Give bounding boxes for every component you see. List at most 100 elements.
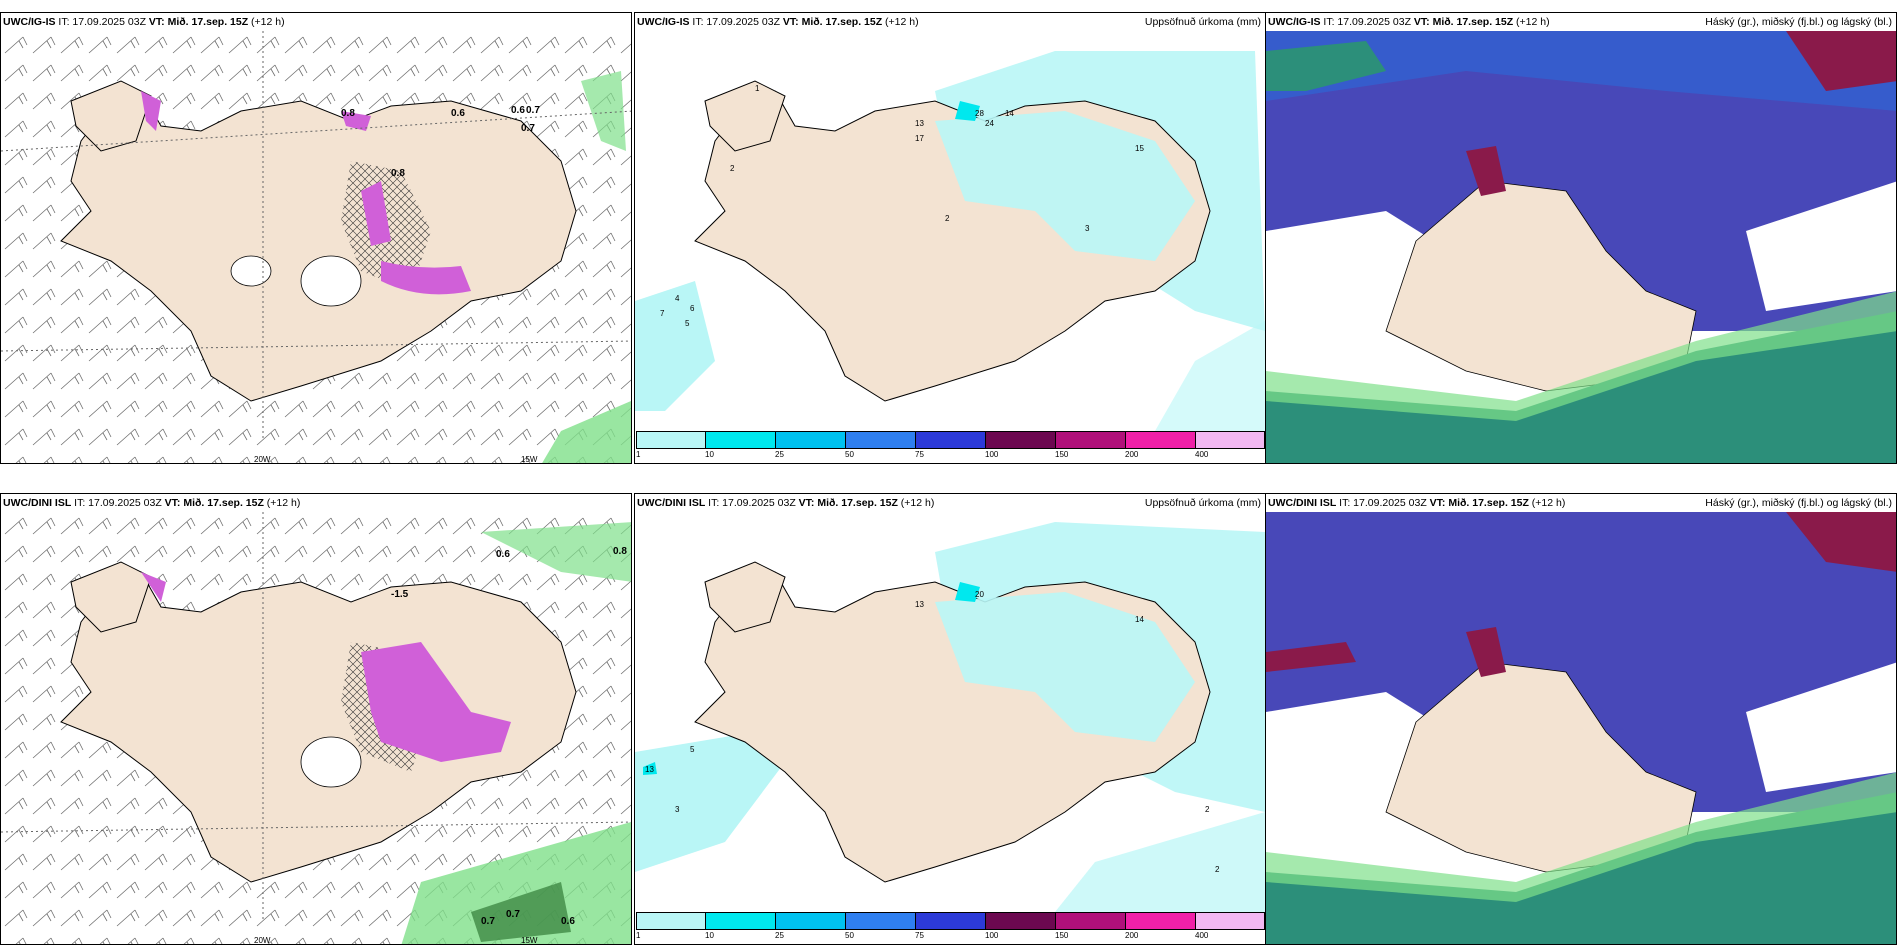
precip-map: 1 2 2 3 4 5 6 7 13 17 14 15 28 24 [635,31,1265,431]
panel-header: UWC/DINI ISL IT: 17.09.2025 03Z VT: Mið.… [1268,497,1566,509]
iceland-land [1385,180,1697,392]
colorbar-box-9 [1195,431,1265,449]
colorbar-label: 1 [636,450,641,459]
colorbar-label: 150 [1055,931,1069,940]
panel-header: UWC/IG-IS IT: 17.09.2025 03Z VT: Mið. 17… [3,16,285,28]
colorbar-label: 1 [636,931,641,940]
lon-label-20w: 20W [254,455,271,464]
colorbar-label: 200 [1125,450,1139,459]
svg-text:13: 13 [915,600,924,609]
colorbar-label: 10 [705,450,714,459]
svg-text:2: 2 [1205,805,1210,814]
svg-text:28: 28 [975,109,984,118]
cloud-map [1266,31,1896,463]
colorbar-box-4 [845,912,916,930]
panel-header: UWC/DINI ISL IT: 17.09.2025 03Z VT: Mið.… [637,497,935,509]
svg-text:17: 17 [915,134,924,143]
svg-text:0.6: 0.6 [496,549,510,560]
colorbar-box-2 [705,431,776,449]
svg-text:0.8: 0.8 [613,546,627,557]
colorbar-box-9 [1195,912,1265,930]
svg-text:7: 7 [660,309,665,318]
precip-map: 13 13 14 20 5 2 2 3 [635,512,1265,912]
colorbar-box-3 [775,912,846,930]
panel-wind-bottom: UWC/DINI ISL IT: 17.09.2025 03Z VT: Mið.… [0,493,632,945]
svg-text:24: 24 [985,119,994,128]
colorbar-label: 75 [915,931,924,940]
svg-text:2: 2 [730,164,735,173]
colorbar-box-1 [636,431,706,449]
precip-colorbar: 1 10 25 50 75 100 150 200 400 [635,912,1265,942]
lon-label-20w: 20W [254,936,271,945]
svg-text:3: 3 [1085,224,1090,233]
svg-text:0.7: 0.7 [481,916,495,927]
svg-text:14: 14 [1005,109,1014,118]
panel-header: UWC/IG-IS IT: 17.09.2025 03Z VT: Mið. 17… [637,16,919,28]
colorbar-label: 25 [775,931,784,940]
lon-label-15w: 15W [521,936,538,945]
colorbar-label: 10 [705,931,714,940]
svg-text:2: 2 [1215,865,1220,874]
panel-wind-top: UWC/IG-IS IT: 17.09.2025 03Z VT: Mið. 17… [0,12,632,464]
colorbar-label: 400 [1195,450,1209,459]
svg-text:20: 20 [975,590,984,599]
panel-precip-bottom: UWC/DINI ISL IT: 17.09.2025 03Z VT: Mið.… [634,493,1266,945]
svg-text:13: 13 [645,765,654,774]
colorbar-label: 100 [985,931,999,940]
precip-colorbar: 1 10 25 50 75 100 150 200 400 [635,431,1265,461]
panel-precip-top: UWC/IG-IS IT: 17.09.2025 03Z VT: Mið. 17… [634,12,1266,464]
svg-text:0.6: 0.6 [561,916,575,927]
iceland-land [1385,661,1697,873]
svg-text:0.7: 0.7 [521,123,535,134]
svg-text:0.7: 0.7 [526,105,540,116]
cloud-map [1266,512,1896,944]
colorbar-box-8 [1125,431,1196,449]
svg-text:0.6: 0.6 [451,108,465,119]
panel-title: Uppsöfnuð úrkoma (mm) [1144,497,1261,509]
colorbar-label: 150 [1055,450,1069,459]
svg-text:5: 5 [690,745,695,754]
svg-text:0.8: 0.8 [391,168,405,179]
colorbar-label: 400 [1195,931,1209,940]
panel-cloud-bottom: UWC/DINI ISL IT: 17.09.2025 03Z VT: Mið.… [1265,493,1897,945]
colorbar-box-6 [985,431,1056,449]
colorbar-box-4 [845,431,916,449]
colorbar-box-8 [1125,912,1196,930]
svg-text:13: 13 [915,119,924,128]
colorbar-box-7 [1055,912,1126,930]
panel-cloud-top: UWC/IG-IS IT: 17.09.2025 03Z VT: Mið. 17… [1265,12,1897,464]
colorbar-label: 75 [915,450,924,459]
wind-map: 0.8 0.6 0.6 0.7 0.7 0.8 [1,31,631,463]
panel-header: UWC/DINI ISL IT: 17.09.2025 03Z VT: Mið.… [3,497,301,509]
svg-text:15: 15 [1135,144,1144,153]
colorbar-box-2 [705,912,776,930]
colorbar-label: 25 [775,450,784,459]
lon-label-15w: 15W [521,455,538,464]
svg-text:0.7: 0.7 [506,909,520,920]
colorbar-label: 200 [1125,931,1139,940]
iceland-land [60,571,577,883]
panel-title: Uppsöfnuð úrkoma (mm) [1144,16,1261,28]
colorbar-box-7 [1055,431,1126,449]
colorbar-box-1 [636,912,706,930]
svg-text:2: 2 [945,214,950,223]
svg-text:0.8: 0.8 [341,108,355,119]
colorbar-label: 50 [845,450,854,459]
svg-text:1: 1 [755,84,760,93]
svg-text:14: 14 [1135,615,1144,624]
svg-text:4: 4 [675,294,680,303]
svg-text:5: 5 [685,319,690,328]
colorbar-label: 100 [985,450,999,459]
colorbar-box-6 [985,912,1056,930]
svg-text:0.6: 0.6 [511,105,525,116]
panel-header: UWC/IG-IS IT: 17.09.2025 03Z VT: Mið. 17… [1268,16,1550,28]
panel-title: Háský (gr.), miðský (fj.bl.) og lágský (… [1705,16,1892,28]
panel-title: Háský (gr.), miðský (fj.bl.) og lágský (… [1705,497,1892,509]
colorbar-label: 50 [845,931,854,940]
svg-text:3: 3 [675,805,680,814]
wind-map: 0.6 0.8 0.7 0.6 0.7 -1.5 [1,512,631,944]
iceland-land [60,90,577,402]
svg-text:-1.5: -1.5 [391,589,409,600]
colorbar-box-3 [775,431,846,449]
colorbar-box-5 [915,431,986,449]
